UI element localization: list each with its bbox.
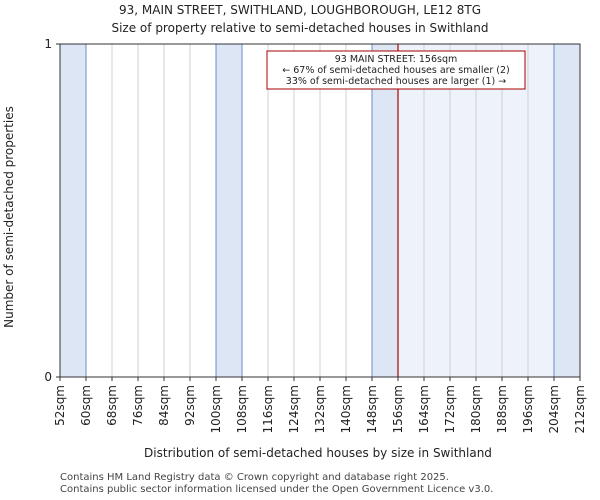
x-tick-label: 60sqm: [79, 385, 93, 426]
x-tick-label: 76sqm: [131, 385, 145, 426]
histogram-chart: 52sqm 60sqm 68sqm 76sqm 84sqm 92sqm 100sqm 108s…: [2, 37, 587, 460]
x-tick-label: 108sqm: [235, 385, 249, 433]
x-tick-label: 100sqm: [209, 385, 223, 433]
larger-region: [398, 44, 580, 377]
x-tick-label: 124sqm: [287, 385, 301, 433]
chart-subtitle: Size of property relative to semi-detach…: [111, 21, 489, 35]
y-axis-label: Number of semi-detached properties: [2, 106, 16, 328]
x-tick-label: 164sqm: [417, 385, 431, 433]
x-tick-label: 188sqm: [495, 385, 509, 433]
x-tick-label: 52sqm: [53, 385, 67, 426]
x-tick-label: 68sqm: [105, 385, 119, 426]
bar-148sqm: [371, 43, 399, 378]
x-tick-label: 92sqm: [183, 385, 197, 426]
footer-licence: Contains public sector information licen…: [60, 484, 494, 495]
annotation-box: [266, 50, 526, 90]
x-tick-label: 156sqm: [391, 385, 405, 433]
annotation-line-3: 33% of semi-detached houses are larger (…: [286, 76, 506, 87]
y-tick-label: 0: [44, 370, 52, 384]
bar-52sqm: [59, 43, 87, 378]
bar-100sqm: [215, 43, 243, 378]
y-tick-label: 1: [44, 37, 52, 51]
annotation-line-2: ← 67% of semi-detached houses are smalle…: [282, 65, 510, 76]
footer-copyright: Contains HM Land Registry data © Crown c…: [60, 472, 449, 483]
chart-title: 93, MAIN STREET, SWITHLAND, LOUGHBOROUGH…: [119, 3, 481, 17]
x-tick-label: 140sqm: [339, 385, 353, 433]
annotation-line-1: 93 MAIN STREET: 156sqm: [335, 54, 458, 65]
x-tick-label: 116sqm: [261, 385, 275, 433]
bar-204sqm: [553, 43, 581, 378]
x-tick-label: 148sqm: [365, 385, 379, 433]
x-tick-label: 204sqm: [547, 385, 561, 433]
x-tick-label: 180sqm: [469, 385, 483, 433]
x-tick-label: 196sqm: [521, 385, 535, 433]
x-tick-label: 84sqm: [157, 385, 171, 426]
x-tick-label: 132sqm: [313, 385, 327, 433]
x-axis-label: Distribution of semi-detached houses by …: [144, 446, 492, 460]
x-tick-label: 172sqm: [443, 385, 457, 433]
x-tick-label: 212sqm: [573, 385, 587, 433]
